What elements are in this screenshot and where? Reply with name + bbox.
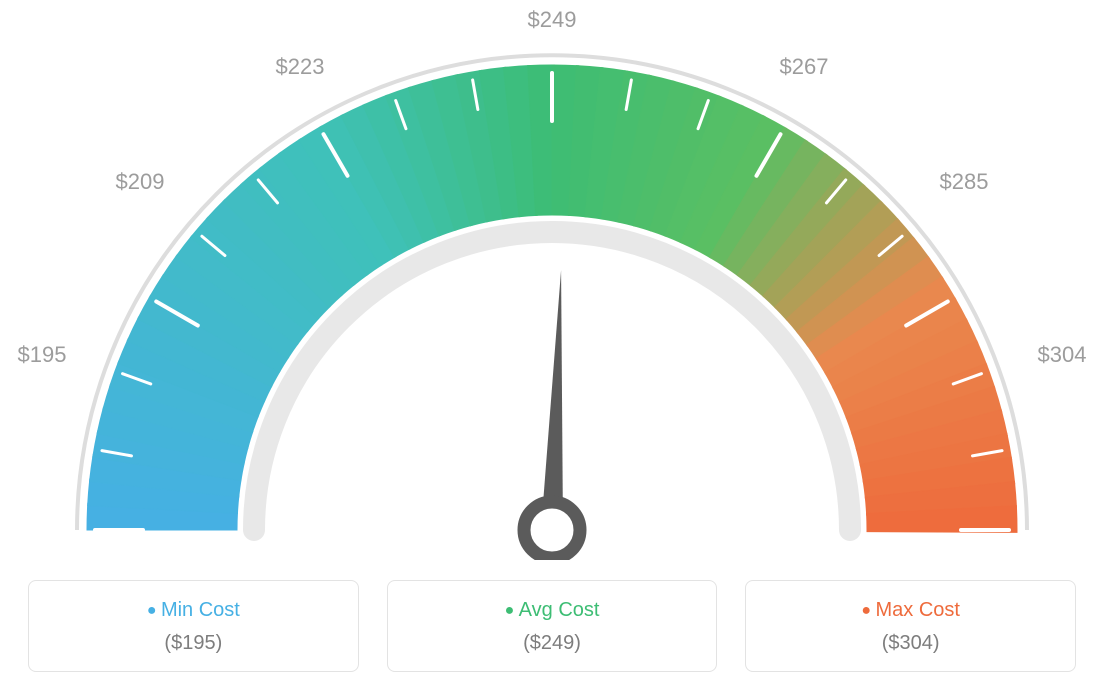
tick-label: $267 bbox=[780, 54, 829, 80]
legend-value: ($195) bbox=[39, 632, 348, 655]
legend-label: Max Cost bbox=[756, 599, 1065, 622]
tick-label: $285 bbox=[940, 169, 989, 195]
tick-label: $223 bbox=[276, 54, 325, 80]
min-cost-card: Min Cost ($195) bbox=[28, 580, 359, 672]
needle-hub bbox=[524, 502, 580, 558]
legend-label: Min Cost bbox=[39, 599, 348, 622]
gauge-svg bbox=[0, 0, 1104, 560]
avg-cost-card: Avg Cost ($249) bbox=[387, 580, 718, 672]
legend-value: ($304) bbox=[756, 632, 1065, 655]
legend-label: Avg Cost bbox=[398, 599, 707, 622]
tick-label: $209 bbox=[116, 169, 165, 195]
cost-gauge: $195 $209 $223 $249 $267 $285 $304 bbox=[0, 0, 1104, 560]
tick-label: $249 bbox=[528, 7, 577, 33]
tick-label: $304 bbox=[1038, 342, 1087, 368]
needle bbox=[541, 270, 563, 530]
max-cost-card: Max Cost ($304) bbox=[745, 580, 1076, 672]
legend-row: Min Cost ($195) Avg Cost ($249) Max Cost ($30… bbox=[0, 580, 1104, 672]
legend-value: ($249) bbox=[398, 632, 707, 655]
tick-label: $195 bbox=[18, 342, 67, 368]
